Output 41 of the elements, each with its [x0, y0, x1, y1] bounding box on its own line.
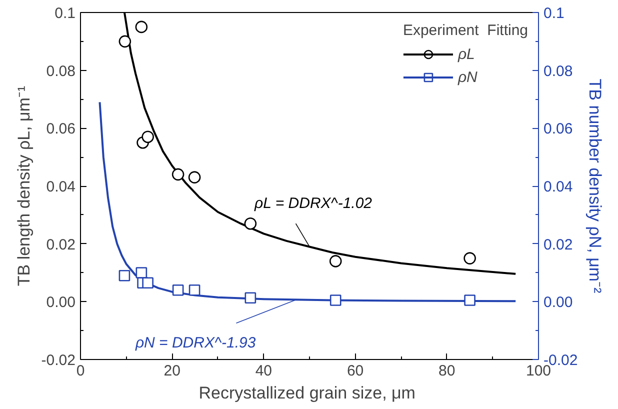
x-tick-label: 20	[164, 362, 180, 380]
point	[464, 252, 476, 264]
point	[330, 294, 342, 306]
point	[135, 20, 148, 34]
annotation: ρN = DDRX^-1.93	[134, 334, 256, 352]
legend-title: Experiment Fitting	[402, 22, 528, 39]
point	[244, 217, 257, 230]
annotation: ρL = DDRX^-1.02	[254, 195, 373, 212]
point	[329, 255, 342, 268]
point	[142, 130, 154, 143]
y-tick-label: -0.02	[41, 352, 76, 369]
y2-tick-label: 0.04	[544, 178, 573, 196]
x-tick-label: 40	[255, 362, 272, 380]
x-axis-title: Recrystallized grain size, μm	[198, 384, 416, 402]
y-tick-label: 0.00	[46, 294, 76, 312]
x-tick-label: 60	[346, 362, 364, 380]
y-tick-label: 0.08	[46, 62, 76, 80]
point	[142, 277, 154, 289]
y2-tick-label: 0.02	[544, 236, 573, 254]
point	[188, 171, 201, 184]
y2-tick-label: 0.1	[544, 5, 564, 22]
point	[118, 270, 130, 282]
y-tick-label: 0.06	[46, 120, 76, 138]
point	[172, 168, 184, 181]
y2-tick-label: 0.06	[544, 120, 573, 138]
x-tick-label: 80	[438, 362, 456, 380]
point	[172, 284, 184, 296]
y-tick-label: 0.1	[54, 5, 76, 22]
y2-axis-title: TB number density ρN, μm⁻²	[586, 78, 605, 294]
point	[118, 35, 132, 48]
point	[188, 284, 200, 296]
point	[244, 292, 256, 304]
point	[464, 294, 476, 306]
y-tick-label: 0.02	[46, 236, 76, 254]
y2-tick-label: 0.00	[544, 294, 573, 312]
x-tick-label: 0	[76, 362, 85, 380]
y-tick-label: 0.04	[46, 178, 76, 196]
legend-label: ρN	[458, 68, 478, 86]
y-axis-title: TB length density ρL, μm⁻¹	[14, 86, 34, 286]
y2-tick-label: 0.08	[544, 62, 573, 80]
legend-label: ρL	[458, 46, 476, 62]
